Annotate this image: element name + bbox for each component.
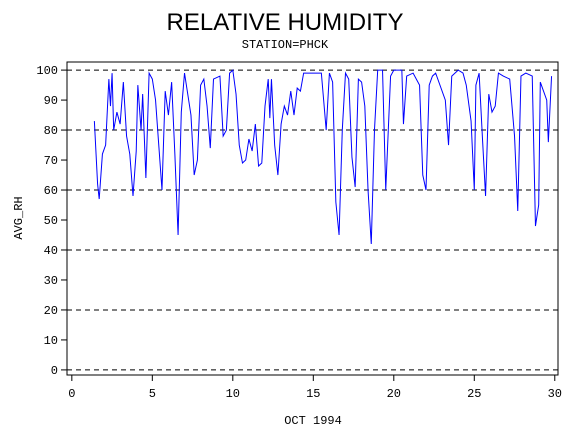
y-tick-label: 60 [44,184,58,198]
y-tick-label: 80 [44,124,58,138]
x-tick-label: 0 [68,387,75,401]
y-axis-label: AVG_RH [12,196,26,239]
y-tick-label: 50 [44,214,58,228]
x-tick-label: 30 [548,387,562,401]
subtitle: STATION=PHCK [242,38,329,52]
x-axis-label: OCT 1994 [284,414,342,428]
y-tick-label: 100 [36,64,58,78]
x-tick-label: 10 [226,387,240,401]
y-tick-label: 70 [44,154,58,168]
y-tick-label: 0 [51,364,58,378]
y-tick-label: 30 [44,274,58,288]
y-tick-label: 40 [44,244,58,258]
chart-title: RELATIVE HUMIDITY [167,9,404,36]
y-tick-label: 90 [44,94,58,108]
data-line [93,69,553,245]
x-tick-label: 20 [387,387,401,401]
x-tick-label: 5 [149,387,156,401]
y-tick-label: 10 [44,334,58,348]
x-tick-label: 15 [306,387,320,401]
plot-frame [66,61,559,376]
y-tick-label: 20 [44,304,58,318]
x-tick-label: 25 [467,387,481,401]
